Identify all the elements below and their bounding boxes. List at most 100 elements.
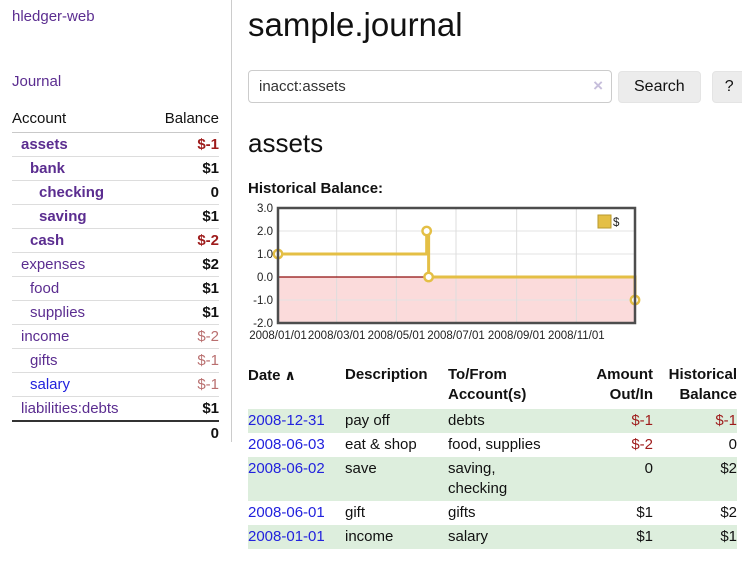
x-tick-label: 2008/07/01 <box>427 330 485 342</box>
chart-point[interactable] <box>423 271 435 283</box>
transaction-balance: 0 <box>728 436 737 453</box>
register-header-balance: Historical Balance <box>668 366 737 403</box>
register-row: 2008-12-31 pay off debts $-1 $-1 <box>248 409 737 433</box>
register-header-row: Date ∧ Description To/From Account(s) Amo… <box>248 363 737 409</box>
chart-title: Historical Balance: <box>248 180 384 197</box>
help-button[interactable]: ? <box>711 70 742 103</box>
transaction-accounts: salary <box>448 528 489 545</box>
sidebar-item-journal[interactable]: Journal <box>12 73 62 90</box>
transaction-accounts: debts <box>448 412 485 429</box>
transaction-description: eat & shop <box>345 436 417 453</box>
transaction-description: save <box>345 460 377 477</box>
account-balance: $1 <box>149 276 219 301</box>
transaction-amount: $1 <box>636 528 653 545</box>
account-row: cash $-2 <box>12 228 219 253</box>
register-header-date[interactable]: Date ∧ <box>248 367 296 384</box>
register-row: 2008-06-03 eat & shop food, supplies $-2 0 <box>248 433 737 457</box>
main-content: sample.journal × Search ? assets Histori… <box>232 0 742 549</box>
sidebar-account-link[interactable]: assets <box>21 136 68 153</box>
sidebar-account-link[interactable]: cash <box>30 232 65 249</box>
chart-wrap: $3.0 2.0 1.0 0.0 -1.0 -2.0 2008/01/01 2008/03/0… <box>248 201 742 343</box>
account-row: supplies $1 <box>12 300 219 325</box>
search-row: × Search ? <box>248 70 742 103</box>
transaction-date-link[interactable]: 2008-06-02 <box>248 460 325 477</box>
sidebar-account-link[interactable]: checking <box>39 184 105 201</box>
search-input[interactable] <box>248 70 612 103</box>
transaction-description: pay off <box>345 412 390 429</box>
sidebar-accounts-body: assets $-1 bank $1 checking 0 saving $1 cash $-2 e… <box>12 132 219 422</box>
sidebar-account-link[interactable]: expenses <box>21 256 86 273</box>
x-tick-label: 2008/09/01 <box>488 330 546 342</box>
y-tick-label: 1.0 <box>257 249 273 261</box>
account-balance: $1 <box>149 156 219 181</box>
accounts-total-row: 0 <box>12 420 219 445</box>
account-row: gifts $-1 <box>12 348 219 373</box>
transaction-accounts: food, supplies <box>448 436 541 453</box>
page-title: sample.journal <box>248 6 463 43</box>
register-table: Date ∧ Description To/From Account(s) Amo… <box>248 363 737 549</box>
clear-search-icon[interactable]: × <box>593 76 603 95</box>
account-balance: $1 <box>149 300 219 325</box>
account-balance: $-1 <box>149 348 219 373</box>
transaction-balance: $2 <box>720 504 737 521</box>
transaction-description: income <box>345 528 394 545</box>
accounts-total-value: 0 <box>149 420 219 445</box>
transaction-accounts: gifts <box>448 504 476 521</box>
register-row: 2008-06-02 save saving, checking 0 $2 <box>248 457 737 501</box>
account-balance: $1 <box>149 396 219 422</box>
transaction-amount: 0 <box>644 460 653 477</box>
account-row: checking 0 <box>12 180 219 205</box>
sidebar-account-link[interactable]: bank <box>30 160 66 177</box>
sidebar: hledger-web Journal Account Balance asse… <box>0 0 232 445</box>
x-tick-label: 2008/03/01 <box>308 330 366 342</box>
account-row: assets $-1 <box>12 132 219 157</box>
transaction-date-link[interactable]: 2008-12-31 <box>248 412 325 429</box>
account-row: income $-2 <box>12 324 219 349</box>
accounts-table: Account Balance assets $-1 bank $1 checking 0… <box>12 107 219 445</box>
chart-point[interactable] <box>421 225 433 237</box>
accounts-header-balance: Balance <box>149 107 219 133</box>
sidebar-account-link[interactable]: gifts <box>30 352 58 369</box>
account-balance: $-2 <box>149 228 219 253</box>
register-row: 2008-06-01 gift gifts $1 $2 <box>248 501 737 525</box>
account-balance: 0 <box>149 180 219 205</box>
sidebar-account-link[interactable]: food <box>30 280 60 297</box>
y-tick-label: 2.0 <box>257 226 273 238</box>
sidebar-account-link[interactable]: income <box>21 328 70 345</box>
transaction-amount: $1 <box>636 504 653 521</box>
register-row: 2008-01-01 income salary $1 $1 <box>248 525 737 549</box>
x-tick-label: 2008/05/01 <box>368 330 426 342</box>
account-row: food $1 <box>12 276 219 301</box>
sidebar-account-link[interactable]: liabilities:debts <box>21 400 119 417</box>
transaction-date-link[interactable]: 2008-01-01 <box>248 528 325 545</box>
search-box: × <box>248 70 612 103</box>
brand-link[interactable]: hledger-web <box>12 8 95 25</box>
account-balance: $1 <box>149 204 219 229</box>
register-header-amount: Amount Out/In <box>596 366 653 403</box>
transaction-balance: $2 <box>720 460 737 477</box>
sidebar-account-link[interactable]: supplies <box>30 304 86 321</box>
search-button[interactable]: Search <box>618 70 701 103</box>
y-tick-label: -1.0 <box>253 295 273 307</box>
sort-ascending-icon: ∧ <box>284 367 296 383</box>
x-tick-label: 2008/01/01 <box>249 330 307 342</box>
sidebar-account-link[interactable]: salary <box>30 376 71 393</box>
register-header-accounts: To/From Account(s) <box>448 366 527 403</box>
y-tick-label: 3.0 <box>257 203 273 215</box>
transaction-accounts: saving, checking <box>448 460 508 497</box>
account-balance: $-1 <box>149 372 219 397</box>
transaction-date-link[interactable]: 2008-06-03 <box>248 436 325 453</box>
app-layout: hledger-web Journal Account Balance asse… <box>0 0 742 549</box>
account-balance: $2 <box>149 252 219 277</box>
account-row: saving $1 <box>12 204 219 229</box>
x-tick-label: 2008/11/01 <box>548 330 605 342</box>
account-row: salary $-1 <box>12 372 219 397</box>
transaction-date-link[interactable]: 2008-06-01 <box>248 504 325 521</box>
plot-border <box>276 206 637 325</box>
y-tick-label: -2.0 <box>253 318 273 330</box>
account-row: expenses $2 <box>12 252 219 277</box>
account-row: liabilities:debts $1 <box>12 396 219 422</box>
accounts-header-account: Account <box>12 107 150 133</box>
sidebar-account-link[interactable]: saving <box>39 208 87 225</box>
